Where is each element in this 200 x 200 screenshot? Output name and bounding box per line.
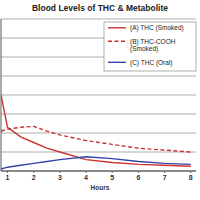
legend-swatch [108, 41, 126, 42]
legend-label-line: (Smoked) [130, 45, 158, 53]
plot-area [1, 95, 191, 169]
x-tick [138, 171, 139, 173]
x-tick-label: 7 [163, 174, 167, 181]
grid-line [1, 76, 196, 77]
legend-label-line: (A) THC (Smoked) [130, 24, 184, 32]
x-tick [33, 171, 34, 173]
grid-line [1, 95, 196, 96]
x-tick-label: 6 [136, 174, 140, 181]
x-tick-label: 3 [58, 174, 62, 181]
legend-box [104, 22, 196, 71]
grid-line [1, 171, 196, 172]
x-tick-label: 2 [32, 174, 36, 181]
chart: Blood Levels of THC & Metabolite 1 2 3 4 5 6 7 8… [0, 0, 200, 200]
legend-label: (C) THC (Oral) [130, 59, 173, 67]
x-tick-label: 1 [6, 174, 10, 181]
legend-label: (A) THC (Smoked) [130, 24, 184, 32]
series-line [1, 157, 191, 169]
x-tick [86, 171, 87, 173]
series-line [1, 95, 191, 166]
x-tick [59, 171, 60, 173]
x-tick [7, 171, 8, 173]
grid-line [1, 133, 196, 134]
series-line [1, 126, 191, 152]
grid-line [1, 19, 196, 20]
x-axis-label: Hours [91, 184, 110, 191]
grid-line [1, 114, 196, 115]
x-axis [1, 171, 196, 172]
legend-swatch [108, 27, 126, 28]
legend: (A) THC (Smoked) (B) THC-COOH(Smoked) (C) … [104, 22, 196, 71]
x-tick-label: 5 [110, 174, 114, 181]
x-tick-label: 4 [84, 174, 88, 181]
legend-label: (B) THC-COOH(Smoked) [130, 38, 176, 54]
x-tick-label: 8 [189, 174, 193, 181]
title: Blood Levels of THC & Metabolite [32, 3, 168, 13]
x-tick [190, 171, 191, 173]
x-tick [164, 171, 165, 173]
legend-swatch [108, 62, 126, 63]
grid-line [1, 152, 196, 153]
legend-label-line: (C) THC (Oral) [130, 59, 173, 67]
x-tick [112, 171, 113, 173]
